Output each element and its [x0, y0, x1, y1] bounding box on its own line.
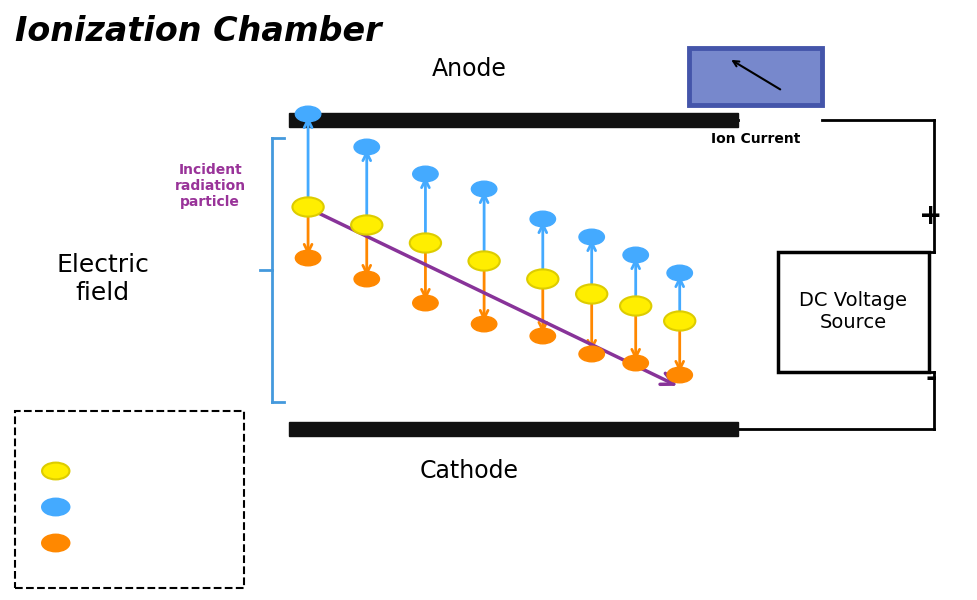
Circle shape: [663, 311, 695, 331]
Circle shape: [666, 265, 692, 281]
Text: Ion Current: Ion Current: [710, 132, 799, 146]
Bar: [288, 113, 738, 127]
Text: Anode: Anode: [432, 57, 506, 81]
Circle shape: [622, 247, 648, 263]
Circle shape: [292, 197, 323, 217]
Circle shape: [471, 181, 496, 197]
Text: +Ve ion: +Ve ion: [87, 536, 141, 550]
Circle shape: [42, 535, 69, 551]
Text: DC Voltage
Source: DC Voltage Source: [798, 292, 907, 332]
Text: Ionisation event: Ionisation event: [87, 464, 198, 478]
Circle shape: [42, 499, 69, 515]
Text: Electron: Electron: [87, 500, 144, 514]
Circle shape: [530, 211, 555, 227]
Circle shape: [471, 316, 496, 332]
Circle shape: [412, 295, 438, 311]
Circle shape: [295, 250, 320, 266]
Circle shape: [351, 215, 382, 235]
Circle shape: [42, 463, 69, 479]
Text: Key: Key: [32, 422, 64, 437]
Circle shape: [575, 284, 607, 304]
Text: -: -: [924, 364, 936, 392]
Circle shape: [409, 233, 441, 253]
Circle shape: [468, 251, 499, 271]
Circle shape: [412, 166, 438, 182]
Circle shape: [619, 296, 651, 316]
Circle shape: [578, 229, 604, 245]
Circle shape: [666, 367, 692, 383]
Text: Ionization Chamber: Ionization Chamber: [15, 15, 381, 48]
Text: Incident
radiation
particle: Incident radiation particle: [175, 163, 245, 209]
Bar: [689, 48, 821, 105]
Circle shape: [530, 328, 555, 344]
Bar: [777, 252, 928, 372]
Circle shape: [527, 269, 558, 289]
Text: Electric
field: Electric field: [57, 253, 149, 305]
Bar: [15, 411, 244, 588]
Text: Cathode: Cathode: [419, 459, 519, 483]
Circle shape: [295, 106, 320, 122]
Circle shape: [622, 355, 648, 371]
Text: +: +: [918, 202, 942, 230]
Bar: [288, 422, 738, 436]
Circle shape: [354, 271, 379, 287]
Circle shape: [578, 346, 604, 362]
Circle shape: [354, 139, 379, 155]
